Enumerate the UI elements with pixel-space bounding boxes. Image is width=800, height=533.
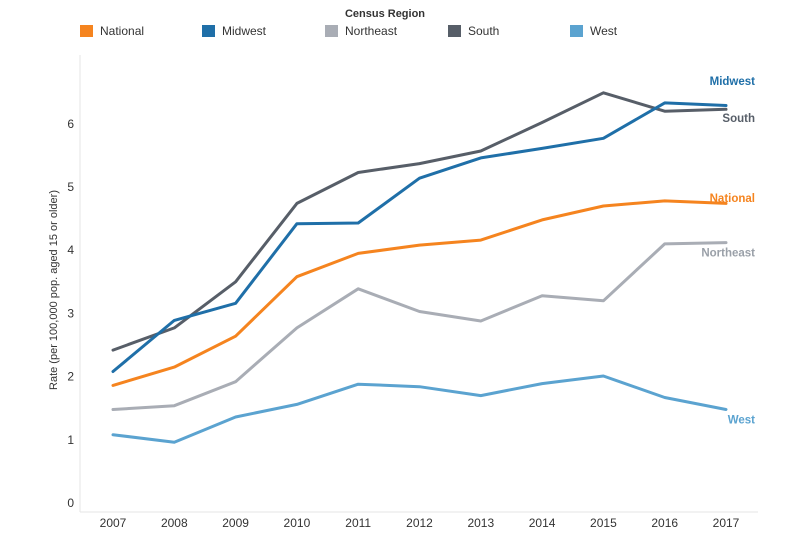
- x-tick-label: 2015: [590, 516, 617, 530]
- legend-title: Census Region: [345, 8, 425, 20]
- end-label-west: West: [728, 414, 755, 426]
- legend-swatch: [202, 25, 215, 37]
- legend-label: West: [590, 24, 618, 38]
- x-tick-label: 2017: [713, 516, 740, 530]
- y-tick-label: 2: [67, 370, 74, 384]
- end-labels: National Midwest Northeast South West: [701, 76, 755, 426]
- x-tick-label: 2011: [345, 516, 371, 530]
- series-line-midwest: [111, 101, 728, 373]
- x-tick-label: 2013: [467, 516, 494, 530]
- y-tick-label: 3: [67, 306, 74, 320]
- x-tick-label: 2012: [406, 516, 433, 530]
- end-label-northeast: Northeast: [701, 248, 755, 260]
- x-tick-label: 2009: [222, 516, 249, 530]
- legend-swatch: [448, 25, 461, 37]
- legend-label: Northeast: [345, 24, 398, 38]
- legend-label: National: [100, 24, 144, 38]
- legend-item-northeast: Northeast: [325, 24, 398, 38]
- x-tick-label: 2016: [651, 516, 678, 530]
- legend-item-south: South: [448, 24, 499, 38]
- y-tick-label: 6: [67, 117, 74, 131]
- y-tick-label: 5: [67, 180, 74, 194]
- legend-item-west: West: [570, 24, 618, 38]
- legend-label: Midwest: [222, 24, 267, 38]
- x-tick-label: 2010: [284, 516, 311, 530]
- end-label-south: South: [722, 113, 755, 125]
- series-lines: [111, 91, 728, 444]
- legend-item-midwest: Midwest: [202, 24, 267, 38]
- series-line-west: [111, 374, 728, 444]
- x-ticks: 2007 2008 2009 2010 2011 2012 2013 2014 2015 2016…: [100, 516, 740, 530]
- y-axis-label: Rate (per 100,000 pop. aged 15 or older): [48, 190, 60, 390]
- legend-swatch: [325, 25, 338, 37]
- legend-label: South: [468, 24, 499, 38]
- x-tick-label: 2008: [161, 516, 188, 530]
- legend-item-national: National: [80, 24, 144, 38]
- legend-swatch: [570, 25, 583, 37]
- y-tick-label: 0: [67, 496, 74, 510]
- series-line-northeast: [111, 241, 728, 411]
- x-tick-label: 2007: [100, 516, 127, 530]
- end-label-midwest: Midwest: [710, 76, 756, 88]
- end-label-national: National: [710, 193, 755, 205]
- legend: National Midwest Northeast South West: [80, 24, 618, 38]
- series-line-south: [111, 91, 728, 352]
- y-tick-label: 1: [67, 433, 74, 447]
- legend-swatch: [80, 25, 93, 37]
- series-line-national: [111, 199, 728, 387]
- y-ticks: 0 1 2 3 4 5 6: [67, 117, 74, 510]
- y-tick-label: 4: [67, 243, 74, 257]
- x-tick-label: 2014: [529, 516, 556, 530]
